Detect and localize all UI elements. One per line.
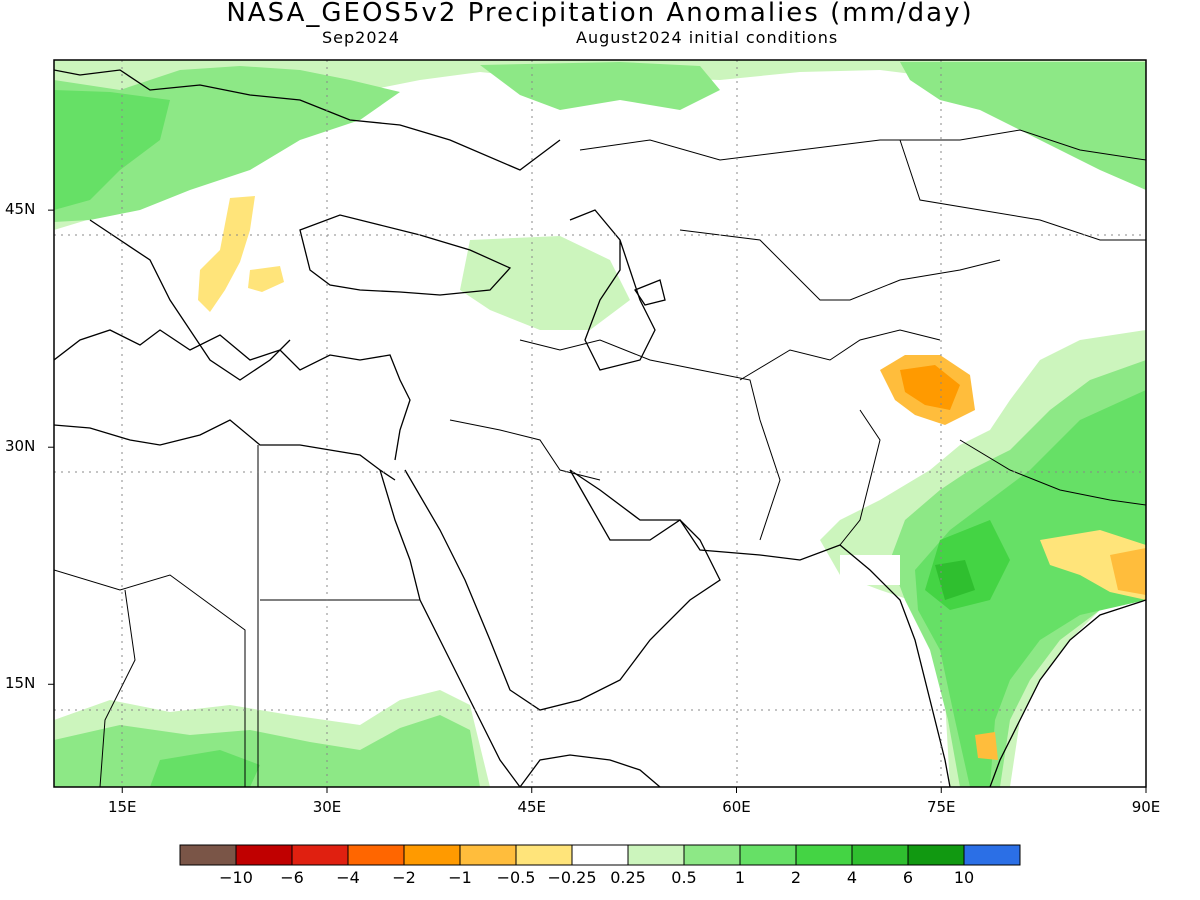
- coastline-red-sea-west: [379, 469, 521, 787]
- anomaly-area-balkans-dry: [198, 196, 255, 312]
- colorbar-swatch: [963, 844, 1021, 866]
- colorbar-swatch: [291, 844, 349, 866]
- anomaly-area-kashmir-dry-core: [900, 365, 960, 410]
- colorbar-swatch: [235, 844, 293, 866]
- anomaly-area-russia: [480, 62, 720, 110]
- anomaly-area-caucasus-light: [460, 236, 630, 330]
- colorbar-label: 1: [734, 868, 746, 887]
- map-field: [54, 60, 1146, 787]
- coastline-balkans: [89, 219, 291, 381]
- colorbar-swatch: [851, 844, 909, 866]
- border-segment: [519, 339, 781, 541]
- colorbar-swatch: [403, 844, 461, 866]
- colorbar-label: −10: [219, 868, 253, 887]
- anomaly-area-balkans-dry-2: [248, 266, 284, 292]
- colorbar-label: 4: [846, 868, 858, 887]
- border-segment: [839, 409, 881, 546]
- coastline-persian-gulf: [569, 469, 951, 787]
- lon-tick-label: 45E: [517, 798, 547, 816]
- anomaly-area-africa-strong: [150, 750, 260, 787]
- anomaly-area-india-core: [935, 560, 975, 600]
- colorbar-label: 6: [902, 868, 914, 887]
- colorbar-label: −6: [280, 868, 304, 887]
- colorbar-swatch: [795, 844, 853, 866]
- anomaly-area-india-mod: [915, 390, 1146, 787]
- borders: [54, 129, 1146, 787]
- colorbar-label: 0.5: [671, 868, 697, 887]
- colorbar-label: 10: [953, 868, 975, 887]
- anomaly-area-bengal-dry-core: [1110, 548, 1146, 595]
- colorbar-label: 2: [790, 868, 802, 887]
- colorbar-swatch: [347, 844, 405, 866]
- border-segment: [959, 439, 1146, 506]
- coastline-aral: [634, 279, 666, 306]
- lon-tick-label: 30E: [312, 798, 342, 816]
- colorbar-swatch: [627, 844, 685, 866]
- colorbar-label: −2: [392, 868, 416, 887]
- colorbar-swatches: [179, 844, 1021, 866]
- valid-month-label: Sep2024: [322, 28, 400, 47]
- colorbar-swatch: [179, 844, 237, 866]
- anomaly-area-europe-strong: [54, 90, 170, 210]
- coastlines: [54, 69, 1146, 787]
- colorbar-swatch: [459, 844, 517, 866]
- colorbar-swatch: [739, 844, 797, 866]
- coastline-black-sea: [299, 214, 512, 296]
- colorbar-label: −0.25: [547, 868, 597, 887]
- coastline-somalia: [519, 754, 661, 787]
- lon-tick-label: 15E: [107, 798, 137, 816]
- border-segment: [679, 229, 1001, 301]
- colorbar-label: −4: [336, 868, 360, 887]
- lon-tick-label: 60E: [722, 798, 751, 816]
- lon-tick-label: 75E: [926, 798, 956, 816]
- coastline-north-europe: [54, 69, 561, 171]
- lat-tick-label: 45N: [5, 200, 36, 219]
- border-segment: [449, 419, 601, 481]
- colorbar-swatch: [571, 844, 629, 866]
- colorbar-swatch: [907, 844, 965, 866]
- coastline-africa-north: [54, 419, 396, 481]
- lat-tick-label: 30N: [5, 437, 36, 456]
- border-segment: [99, 589, 136, 787]
- axis-tick-marks: [48, 209, 1147, 793]
- colorbar-swatch: [683, 844, 741, 866]
- border-segment: [579, 129, 1146, 161]
- coastline-arabia: [404, 469, 721, 711]
- map-frame: [53, 59, 1147, 788]
- coastline-india-east: [989, 599, 1146, 787]
- anomaly-area-siberia: [900, 62, 1146, 190]
- init-conditions-label: August2024 initial conditions: [576, 28, 839, 47]
- colorbar-label: 0.25: [610, 868, 646, 887]
- map-title: NASA_GEOS5v2 Precipitation Anomalies (mm…: [226, 0, 974, 28]
- anomaly-area-south-india-dry: [975, 732, 998, 760]
- colorbar-label: −0.5: [496, 868, 536, 887]
- border-segment: [899, 139, 1146, 241]
- colorbar-label: −1: [448, 868, 472, 887]
- lat-tick-label: 15N: [5, 674, 36, 693]
- colorbar-swatch: [515, 844, 573, 866]
- lon-tick-label: 90E: [1131, 798, 1161, 816]
- gridlines: [54, 60, 1146, 787]
- border-segment: [54, 569, 246, 787]
- border-segment: [739, 329, 941, 381]
